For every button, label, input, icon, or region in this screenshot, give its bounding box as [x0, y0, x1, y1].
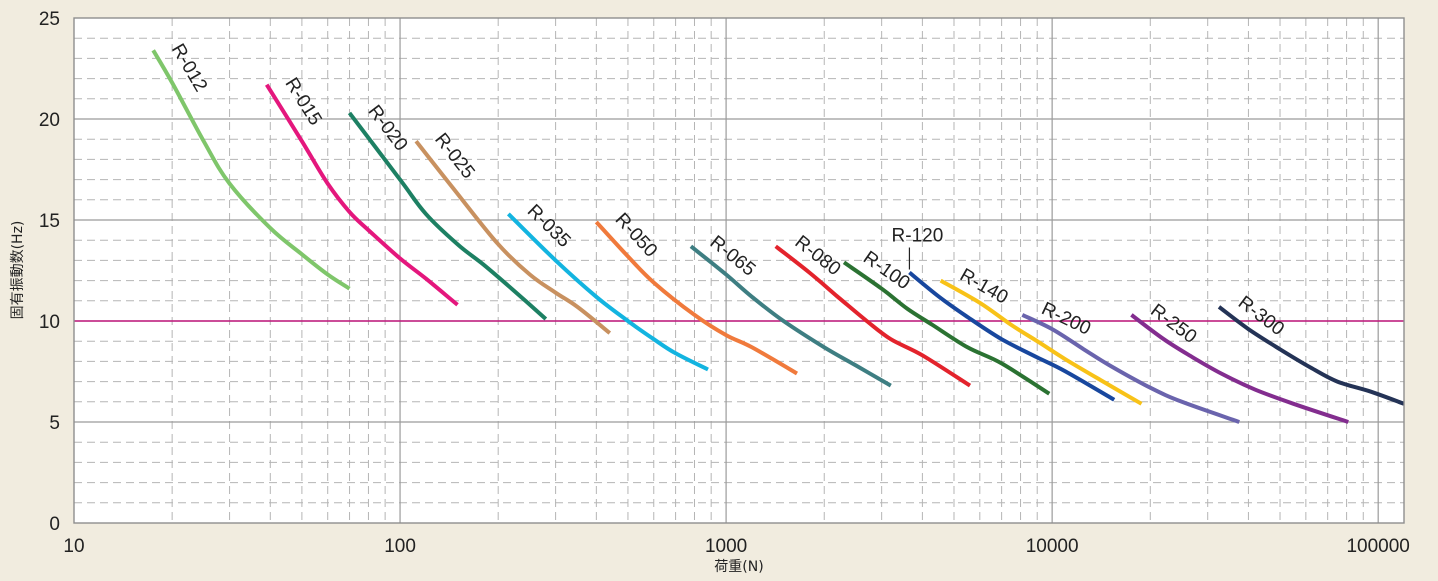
y-tick-label: 0 — [49, 514, 60, 535]
series-group — [151, 49, 1405, 424]
x-axis-title: 荷重(N) — [714, 559, 763, 575]
series-line-r-012 — [151, 49, 351, 291]
series-line-r-065 — [689, 244, 892, 388]
grid-minor — [74, 18, 1404, 523]
series-line-r-250 — [1130, 313, 1349, 424]
x-tick-label: 100000 — [1346, 536, 1409, 557]
series-line-r-140 — [939, 278, 1143, 406]
plot-border — [73, 17, 1405, 524]
y-tick-label: 5 — [49, 413, 60, 434]
y-tick-label: 15 — [39, 211, 60, 232]
series-line-r-025 — [414, 139, 612, 335]
series-line-r-300 — [1217, 305, 1405, 406]
y-tick-labels: 0 5 10 15 20 25 — [39, 9, 60, 535]
series-line-r-015 — [265, 83, 459, 307]
series-line-r-020 — [347, 111, 548, 321]
series-line-r-200 — [1021, 313, 1240, 424]
x-tick-label: 100 — [384, 536, 416, 557]
x-tick-label: 10 — [63, 536, 84, 557]
y-tick-label: 25 — [39, 9, 60, 30]
y-axis-title: 固有振動数(Hz) — [10, 221, 26, 320]
series-line-r-035 — [506, 212, 709, 372]
x-tick-label: 1000 — [705, 536, 747, 557]
x-tick-label: 10000 — [1026, 536, 1079, 557]
series-label-r-120: R-120 — [892, 226, 944, 247]
series-line-r-100 — [842, 260, 1051, 396]
series-line-r-120 — [908, 270, 1116, 402]
plot-area — [74, 18, 1404, 523]
y-tick-label: 10 — [39, 312, 60, 333]
series-line-r-080 — [774, 244, 972, 388]
x-tick-labels: 10 100 1000 10000 100000 — [63, 536, 1409, 557]
y-tick-label: 20 — [39, 110, 60, 131]
series-line-r-050 — [594, 220, 799, 376]
